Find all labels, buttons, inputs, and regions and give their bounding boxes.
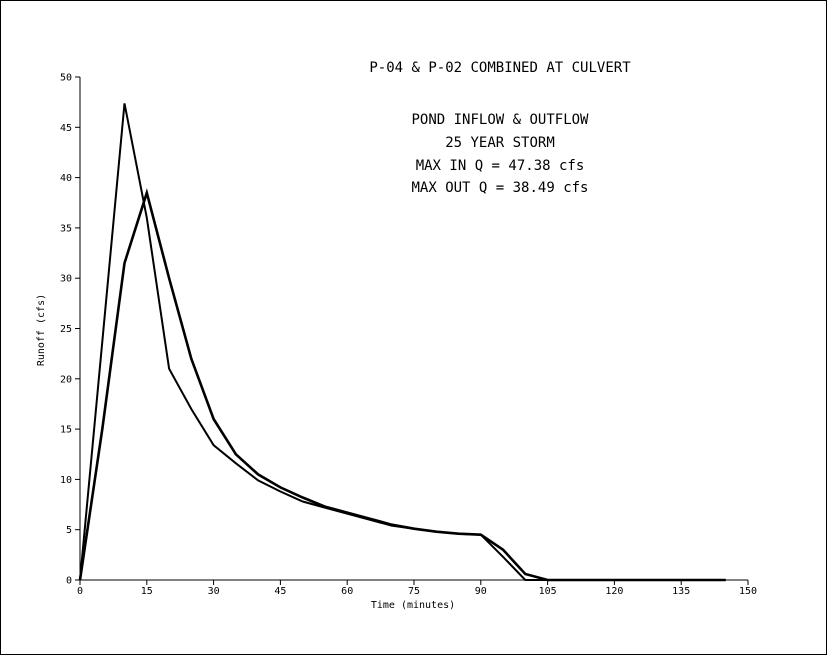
y-tick-label: 25: [60, 324, 72, 335]
x-axis-label: Time (minutes): [371, 600, 455, 611]
x-tick-label: 90: [475, 586, 487, 597]
x-tick-label: 105: [539, 586, 557, 597]
x-tick-label: 60: [341, 586, 353, 597]
y-axis-label: Runoff (cfs): [36, 294, 47, 366]
series-line-1: [79, 103, 726, 581]
y-tick-label: 5: [66, 525, 72, 536]
annotation-line-2: 25 YEAR STORM: [445, 135, 555, 151]
x-tick-label: 120: [605, 586, 623, 597]
y-tick-label: 20: [60, 374, 72, 385]
axes: [79, 77, 748, 581]
x-tick-label: 135: [672, 586, 690, 597]
y-tick-label: 10: [60, 475, 72, 486]
x-tick-label: 30: [208, 586, 220, 597]
y-tick-label: 0: [66, 576, 72, 587]
y-tick-label: 40: [60, 173, 72, 184]
tick-marks: [75, 76, 749, 585]
chart-texts: P-04 & P-02 COMBINED AT CULVERT POND INF…: [36, 60, 631, 611]
tick-labels: 0 15 30 45 60 75 90 105 120 135 150 0 5 10 15 20 25 30 35 4…: [60, 73, 757, 598]
y-tick-label: 50: [60, 73, 72, 84]
x-tick-label: 75: [408, 586, 420, 597]
annotation-line-3: MAX IN Q = 47.38 cfs: [416, 158, 585, 174]
annotation-line-1: POND INFLOW & OUTFLOW: [411, 112, 589, 128]
y-tick-label: 45: [60, 123, 72, 134]
y-tick-label: 35: [60, 223, 72, 234]
y-tick-label: 30: [60, 274, 72, 285]
x-tick-label: 45: [274, 586, 286, 597]
series-lines: [78, 103, 726, 582]
x-tick-label: 150: [739, 586, 757, 597]
x-tick-label: 15: [141, 586, 153, 597]
annotation-line-4: MAX OUT Q = 38.49 cfs: [411, 180, 588, 196]
series-line-2: [78, 188, 726, 582]
x-tick-label: 0: [77, 586, 83, 597]
y-tick-label: 15: [60, 425, 72, 436]
chart-title: P-04 & P-02 COMBINED AT CULVERT: [369, 60, 631, 76]
